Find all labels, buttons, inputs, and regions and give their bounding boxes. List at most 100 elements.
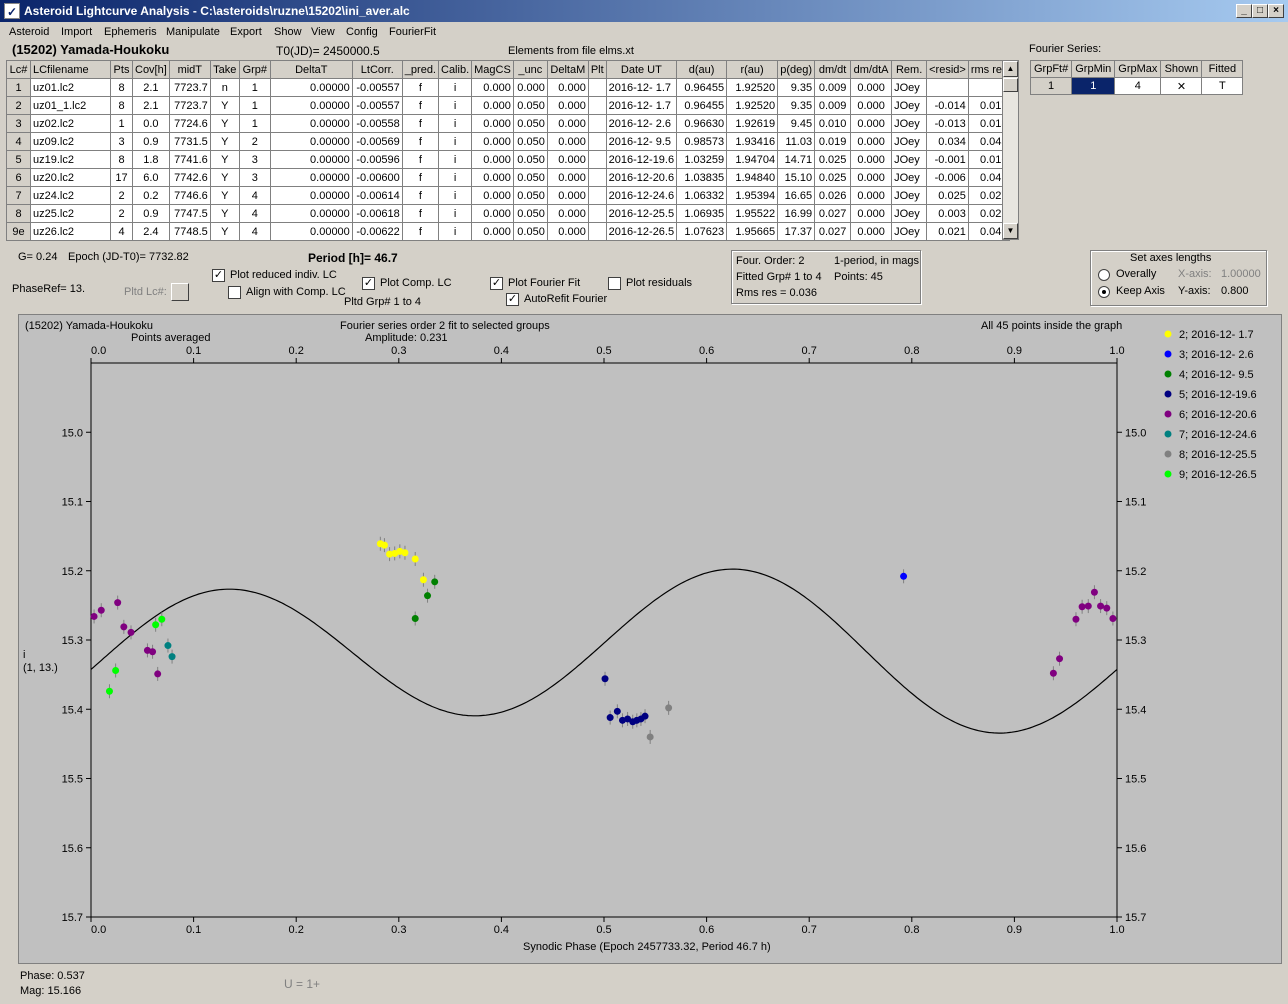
table-cell[interactable]: 0.000 — [471, 204, 514, 223]
table-cell[interactable]: i — [437, 222, 473, 241]
table-cell[interactable]: Y — [209, 132, 240, 151]
table-cell[interactable] — [587, 132, 607, 151]
col-deltat[interactable]: DeltaT — [269, 60, 353, 79]
table-cell[interactable]: 0.96455 — [676, 96, 728, 115]
table-cell[interactable] — [587, 222, 607, 241]
table-cell[interactable]: Y — [209, 186, 240, 205]
table-cell[interactable] — [587, 150, 607, 169]
table-cell[interactable]: f — [401, 114, 440, 133]
plot-comp-checkbox[interactable]: ✓ — [362, 277, 375, 290]
col-deltam[interactable]: DeltaM — [546, 60, 589, 79]
close-button[interactable]: × — [1268, 4, 1284, 18]
table-cell[interactable]: i — [437, 132, 473, 151]
col-grp[interactable]: Grp# — [238, 60, 271, 79]
table-cell[interactable]: uz26.lc2 — [30, 222, 111, 241]
col-grpmin[interactable]: GrpMin — [1071, 60, 1116, 78]
table-cell[interactable]: -0.00618 — [351, 204, 403, 223]
table-cell[interactable]: 9.45 — [777, 114, 816, 133]
table-cell[interactable]: 0.034 — [926, 132, 969, 151]
table-cell[interactable]: 15.10 — [777, 168, 816, 187]
table-cell[interactable]: 1.94704 — [726, 150, 779, 169]
table-cell[interactable]: f — [401, 78, 440, 97]
col-resid[interactable]: <resid> — [926, 60, 969, 79]
table-cell[interactable]: 0.000 — [546, 114, 589, 133]
table-cell[interactable]: 0.00000 — [269, 222, 353, 241]
table-cell[interactable]: 9.35 — [777, 96, 816, 115]
table-row[interactable]: 6 uz20.lc2 17 6.0 7742.6 Y 3 0.00000 -0.00600 f i 0… — [6, 168, 1011, 187]
table-cell[interactable]: 5 — [6, 150, 31, 169]
table-cell[interactable]: uz01.lc2 — [30, 78, 111, 97]
table-cell[interactable]: 17.37 — [777, 222, 816, 241]
table-cell[interactable]: 0.2 — [132, 186, 170, 205]
table-cell[interactable]: 2016-12-25.5 — [605, 204, 678, 223]
table-cell[interactable]: 1 — [238, 96, 271, 115]
table-cell[interactable]: 0.025 — [814, 168, 852, 187]
table-cell[interactable]: f — [401, 132, 440, 151]
table-cell[interactable]: 1.03259 — [676, 150, 728, 169]
table-cell[interactable]: 2016-12-20.6 — [605, 168, 678, 187]
col-lcfilename[interactable]: LCfilename — [30, 60, 111, 79]
table-cell[interactable]: 11.03 — [777, 132, 816, 151]
table-cell[interactable]: 0.00000 — [269, 168, 353, 187]
table-cell[interactable]: 1.93416 — [726, 132, 779, 151]
table-cell[interactable]: 3 — [238, 150, 271, 169]
cell-shown[interactable]: ✕ — [1160, 77, 1203, 95]
plot-canvas[interactable]: 0.0 0.0 0.1 0.1 0.2 0.2 0.3 0.3 0.4 0.4 0.5 0.5 0.6 0… — [19, 315, 1283, 965]
table-cell[interactable]: 0.000 — [546, 204, 589, 223]
table-cell[interactable]: 0.000 — [471, 114, 514, 133]
table-cell[interactable]: -0.001 — [926, 150, 969, 169]
overally-radio[interactable] — [1098, 269, 1110, 281]
menu-manipulate[interactable]: Manipulate — [166, 26, 220, 38]
keep-axis-radio[interactable] — [1098, 286, 1110, 298]
col-r-au[interactable]: r(au) — [726, 60, 779, 79]
lightcurve-table[interactable]: Lc# LCfilename Pts Cov[h] midT Take Grp#… — [6, 60, 1011, 241]
table-cell[interactable]: 0.000 — [471, 78, 514, 97]
table-cell[interactable]: 16.65 — [777, 186, 816, 205]
table-cell[interactable]: 0.00000 — [269, 78, 353, 97]
maximize-button[interactable]: □ — [1252, 4, 1268, 18]
table-cell[interactable]: 0.00000 — [269, 132, 353, 151]
table-cell[interactable]: -0.00622 — [351, 222, 403, 241]
table-cell[interactable]: 0.025 — [926, 186, 969, 205]
table-cell[interactable]: JOey — [891, 168, 928, 187]
table-cell[interactable]: uz01_1.lc2 — [30, 96, 111, 115]
table-cell[interactable]: 0.00000 — [269, 150, 353, 169]
table-cell[interactable]: 0.019 — [814, 132, 852, 151]
table-cell[interactable]: 0.050 — [512, 186, 548, 205]
table-cell[interactable]: 0.003 — [926, 204, 969, 223]
table-cell[interactable]: 8 — [110, 150, 133, 169]
col-grpmax[interactable]: GrpMax — [1114, 60, 1162, 78]
menu-fourierfit[interactable]: FourierFit — [389, 26, 437, 38]
table-cell[interactable]: 0.021 — [926, 222, 969, 241]
table-cell[interactable]: i — [437, 186, 473, 205]
table-cell[interactable]: Y — [209, 150, 240, 169]
table-cell[interactable]: 1.92520 — [726, 96, 779, 115]
table-cell[interactable]: -0.00569 — [351, 132, 403, 151]
table-cell[interactable]: 1.95522 — [726, 204, 779, 223]
table-cell[interactable]: 0.000 — [512, 78, 548, 97]
scroll-thumb[interactable] — [1003, 78, 1018, 92]
table-cell[interactable]: 0.98573 — [676, 132, 728, 151]
table-cell[interactable]: 1.95665 — [726, 222, 779, 241]
table-cell[interactable] — [926, 78, 969, 97]
table-cell[interactable]: 4 — [6, 132, 31, 151]
table-cell[interactable]: 3 — [6, 114, 31, 133]
table-cell[interactable]: 7723.7 — [168, 78, 211, 97]
table-cell[interactable]: 0.000 — [850, 132, 893, 151]
table-cell[interactable]: uz24.lc2 — [30, 186, 111, 205]
table-cell[interactable]: 0.049 — [967, 222, 1011, 241]
table-cell[interactable]: 1.95394 — [726, 186, 779, 205]
table-cell[interactable]: f — [401, 96, 440, 115]
table-cell[interactable]: 7747.5 — [168, 204, 211, 223]
table-cell[interactable]: 0.00000 — [269, 114, 353, 133]
table-cell[interactable]: JOey — [891, 78, 928, 97]
table-cell[interactable]: uz09.lc2 — [30, 132, 111, 151]
table-cell[interactable]: -0.00614 — [351, 186, 403, 205]
table-cell[interactable]: i — [437, 96, 473, 115]
table-cell[interactable]: f — [401, 204, 440, 223]
cell-grpmax[interactable]: 4 — [1114, 77, 1162, 95]
col-dmdta[interactable]: dm/dtA — [850, 60, 893, 79]
table-cell[interactable]: 17 — [110, 168, 133, 187]
scroll-up-icon[interactable]: ▲ — [1003, 61, 1018, 77]
col-grpft[interactable]: GrpFt# — [1029, 60, 1073, 78]
